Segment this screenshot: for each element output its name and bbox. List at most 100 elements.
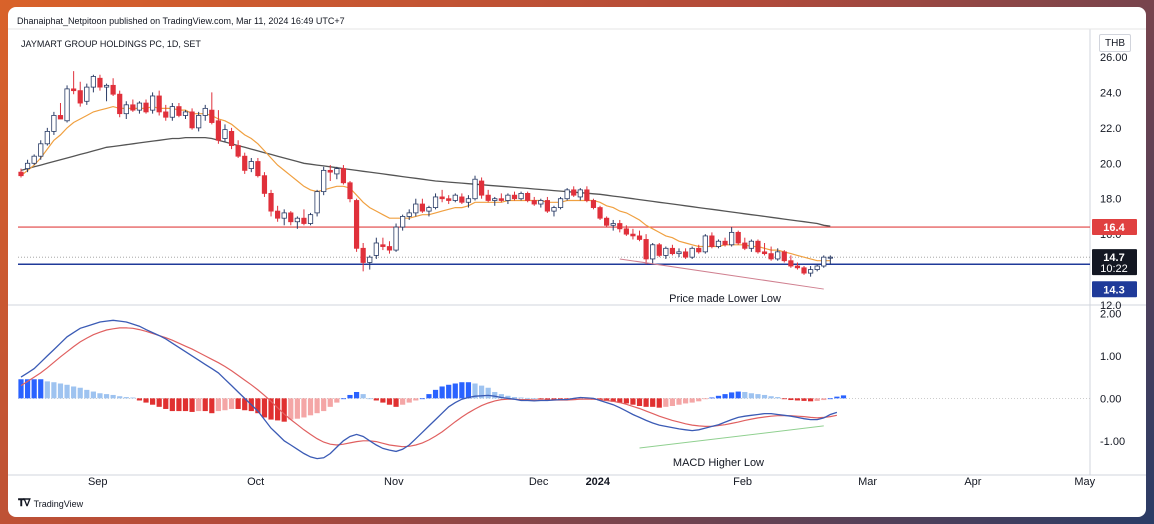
candle[interactable] bbox=[149, 95, 156, 111]
price-badge[interactable] bbox=[1092, 281, 1137, 298]
candle[interactable] bbox=[307, 214, 314, 224]
candle[interactable] bbox=[525, 192, 531, 201]
candle[interactable] bbox=[77, 90, 83, 104]
currency-selector[interactable]: THB bbox=[1099, 34, 1131, 52]
candle[interactable] bbox=[821, 256, 827, 267]
candle[interactable] bbox=[472, 178, 478, 200]
candle[interactable] bbox=[571, 189, 577, 196]
candle[interactable] bbox=[551, 207, 557, 212]
candle[interactable] bbox=[347, 182, 353, 200]
chart-canvas[interactable]: SepOctNovDec2024FebMarAprMay12.014.016.0… bbox=[8, 7, 1146, 517]
candle[interactable] bbox=[123, 104, 129, 115]
candle[interactable] bbox=[163, 111, 169, 118]
candle[interactable] bbox=[715, 240, 722, 247]
candle[interactable] bbox=[367, 256, 373, 263]
candle[interactable] bbox=[485, 194, 491, 201]
candle[interactable] bbox=[182, 111, 189, 116]
candle[interactable] bbox=[650, 244, 656, 260]
candle[interactable] bbox=[169, 106, 175, 118]
candle[interactable] bbox=[748, 240, 754, 249]
candle[interactable] bbox=[97, 77, 103, 88]
candle[interactable] bbox=[386, 246, 393, 251]
candle[interactable] bbox=[117, 93, 123, 115]
candle[interactable] bbox=[294, 217, 300, 223]
candle[interactable] bbox=[202, 107, 208, 116]
price-badge[interactable] bbox=[1092, 219, 1137, 236]
candle[interactable] bbox=[18, 171, 24, 177]
candle[interactable] bbox=[419, 203, 425, 212]
candle[interactable] bbox=[432, 196, 439, 208]
candle[interactable] bbox=[228, 131, 235, 146]
candle[interactable] bbox=[288, 212, 294, 223]
candle[interactable] bbox=[656, 244, 662, 256]
candle[interactable] bbox=[676, 251, 682, 255]
candle[interactable] bbox=[735, 231, 741, 244]
candle[interactable] bbox=[531, 200, 537, 205]
candle[interactable] bbox=[557, 198, 564, 208]
candle[interactable] bbox=[380, 244, 386, 247]
candle[interactable] bbox=[630, 233, 636, 237]
candle[interactable] bbox=[261, 175, 268, 194]
candle[interactable] bbox=[281, 212, 287, 219]
candle[interactable] bbox=[781, 251, 787, 262]
candle[interactable] bbox=[610, 223, 616, 226]
candle[interactable] bbox=[505, 194, 511, 201]
candle[interactable] bbox=[643, 239, 649, 260]
candle[interactable] bbox=[110, 84, 116, 95]
candle[interactable] bbox=[775, 251, 781, 260]
candle[interactable] bbox=[222, 129, 228, 139]
price-lower-low-trendline[interactable] bbox=[619, 258, 824, 290]
candle[interactable] bbox=[268, 192, 274, 212]
candle[interactable] bbox=[439, 196, 445, 200]
candle[interactable] bbox=[729, 231, 735, 246]
candle[interactable] bbox=[90, 76, 96, 88]
candle[interactable] bbox=[242, 155, 248, 171]
candle[interactable] bbox=[498, 198, 504, 201]
candle[interactable] bbox=[156, 95, 162, 113]
tradingview-brand[interactable]: 𝐓∇ TradingView bbox=[18, 498, 83, 509]
candles[interactable] bbox=[18, 71, 833, 277]
candle[interactable] bbox=[623, 228, 629, 235]
candle[interactable] bbox=[761, 251, 768, 255]
candle[interactable] bbox=[84, 86, 90, 102]
candle[interactable] bbox=[51, 115, 57, 132]
candle[interactable] bbox=[590, 200, 597, 208]
candle[interactable] bbox=[31, 155, 37, 164]
candle[interactable] bbox=[209, 109, 215, 123]
candle[interactable] bbox=[57, 115, 64, 120]
candle[interactable] bbox=[768, 253, 774, 260]
candle[interactable] bbox=[255, 161, 261, 177]
candle[interactable] bbox=[189, 111, 195, 129]
candle[interactable] bbox=[38, 143, 44, 157]
candle[interactable] bbox=[544, 200, 551, 212]
candle[interactable] bbox=[742, 242, 748, 249]
candle[interactable] bbox=[604, 217, 610, 226]
candle[interactable] bbox=[794, 265, 801, 269]
candle[interactable] bbox=[564, 189, 570, 200]
candle[interactable] bbox=[689, 247, 695, 258]
candle[interactable] bbox=[314, 191, 320, 214]
candle[interactable] bbox=[801, 267, 807, 274]
candle[interactable] bbox=[340, 168, 347, 184]
candle[interactable] bbox=[360, 247, 366, 263]
candle[interactable] bbox=[393, 226, 399, 251]
candle[interactable] bbox=[465, 198, 472, 203]
candle[interactable] bbox=[459, 196, 465, 203]
candle[interactable] bbox=[577, 189, 583, 198]
candle[interactable] bbox=[103, 84, 110, 88]
candle[interactable] bbox=[538, 200, 544, 205]
candle[interactable] bbox=[636, 235, 643, 240]
candle[interactable] bbox=[275, 210, 281, 219]
candle[interactable] bbox=[235, 145, 241, 157]
candle[interactable] bbox=[669, 247, 676, 255]
macd-higher-low-trendline[interactable] bbox=[639, 425, 824, 449]
price-badge[interactable] bbox=[1092, 249, 1137, 276]
candle[interactable] bbox=[44, 131, 50, 145]
candle[interactable] bbox=[196, 115, 202, 129]
candle[interactable] bbox=[696, 247, 702, 253]
candle[interactable] bbox=[64, 88, 70, 122]
candle[interactable] bbox=[597, 207, 603, 219]
candle[interactable] bbox=[518, 192, 524, 200]
candle[interactable] bbox=[327, 169, 333, 173]
candle[interactable] bbox=[492, 198, 498, 201]
